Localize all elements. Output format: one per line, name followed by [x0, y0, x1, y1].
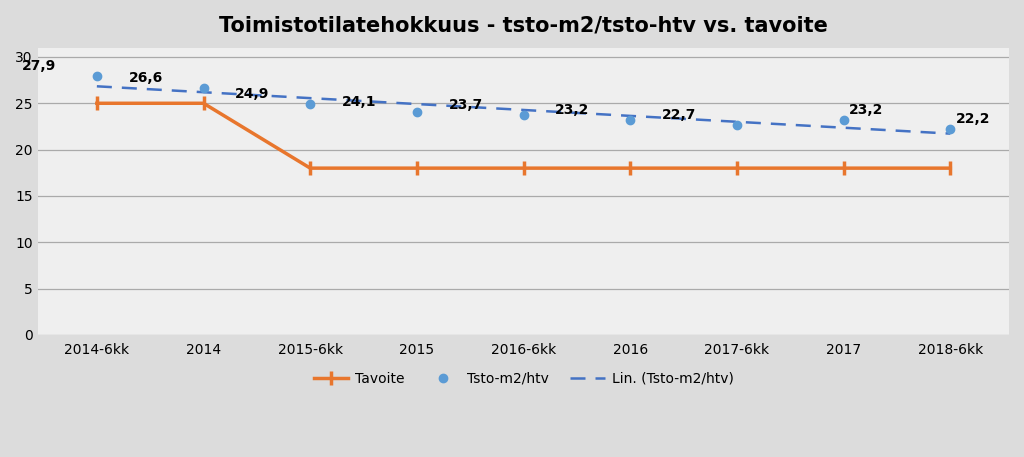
Tsto-m2/htv — [944, 127, 956, 132]
Tsto-m2/htv — [838, 117, 850, 122]
Legend: Tavoite, Tsto-m2/htv, Lin. (Tsto-m2/htv): Tavoite, Tsto-m2/htv, Lin. (Tsto-m2/htv) — [308, 366, 739, 391]
Line: Lin. (Tsto-m2/htv): Lin. (Tsto-m2/htv) — [97, 86, 950, 133]
Tsto-m2/htv — [198, 86, 210, 91]
Tsto-m2/htv — [304, 101, 316, 107]
Tavoite — [517, 165, 529, 171]
Tavoite — [838, 165, 850, 171]
Lin. (Tsto-m2/htv) — [411, 101, 423, 107]
Text: 22,7: 22,7 — [663, 107, 696, 122]
Tsto-m2/htv — [411, 109, 423, 114]
Lin. (Tsto-m2/htv) — [838, 125, 850, 130]
Tavoite — [198, 101, 210, 106]
Text: 22,2: 22,2 — [955, 112, 990, 126]
Tsto-m2/htv — [625, 117, 637, 122]
Tsto-m2/htv — [91, 74, 103, 79]
Line: Tsto-m2/htv: Tsto-m2/htv — [93, 72, 954, 133]
Lin. (Tsto-m2/htv) — [731, 119, 743, 125]
Tavoite — [944, 165, 956, 171]
Text: 24,1: 24,1 — [342, 95, 377, 109]
Tavoite — [411, 165, 423, 171]
Lin. (Tsto-m2/htv) — [198, 90, 210, 95]
Text: 23,2: 23,2 — [849, 103, 884, 117]
Tsto-m2/htv — [731, 122, 743, 128]
Text: 23,2: 23,2 — [555, 103, 590, 117]
Tavoite — [91, 101, 103, 106]
Lin. (Tsto-m2/htv) — [625, 113, 637, 119]
Text: 23,7: 23,7 — [449, 98, 483, 112]
Text: 26,6: 26,6 — [129, 71, 163, 85]
Tsto-m2/htv — [517, 112, 529, 118]
Line: Tavoite: Tavoite — [90, 96, 957, 175]
Tavoite — [304, 165, 316, 171]
Lin. (Tsto-m2/htv) — [91, 84, 103, 89]
Lin. (Tsto-m2/htv) — [944, 131, 956, 136]
Lin. (Tsto-m2/htv) — [517, 107, 529, 113]
Text: 24,9: 24,9 — [236, 87, 269, 101]
Text: 27,9: 27,9 — [23, 59, 56, 74]
Tavoite — [625, 165, 637, 171]
Tavoite — [731, 165, 743, 171]
Title: Toimistotilatehokkuus - tsto-m2/tsto-htv vs. tavoite: Toimistotilatehokkuus - tsto-m2/tsto-htv… — [219, 15, 828, 35]
Lin. (Tsto-m2/htv) — [304, 96, 316, 101]
